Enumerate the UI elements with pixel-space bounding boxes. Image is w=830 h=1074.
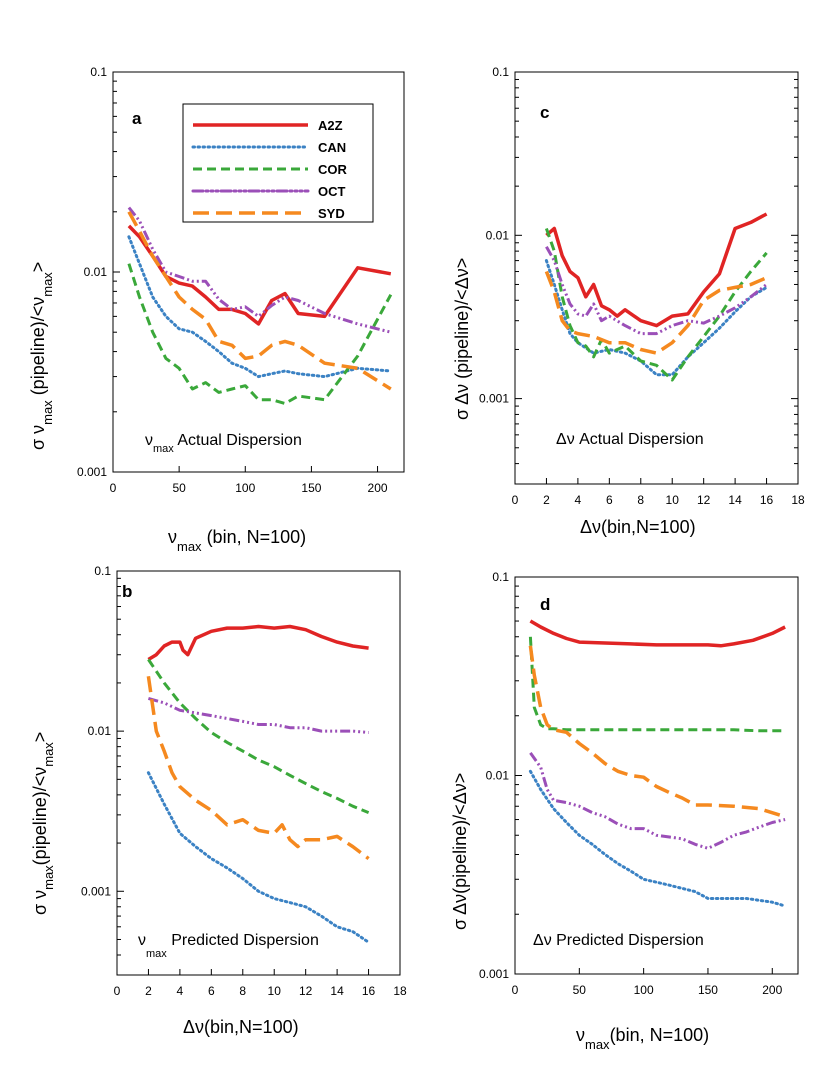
x-tick-label: 4 (177, 984, 184, 998)
panel-b-ticks: 0 2 4 6 8 10 12 14 16 18 0.001 0.01 0.1 (81, 564, 407, 998)
x-tick-label: 2 (543, 493, 550, 507)
x-tick-label: 0 (512, 493, 519, 507)
series-syd-line (127, 210, 392, 391)
panel-b-x-axis-label: Δν(bin,N=100) (183, 1017, 299, 1037)
y-tick-label: 0.1 (492, 570, 509, 584)
x-tick-label: 18 (791, 493, 805, 507)
panel-a-label: a (132, 109, 142, 128)
y-tick-label: 0.01 (88, 724, 112, 738)
x-tick-label: 200 (368, 481, 388, 495)
y-tick-label: 0.01 (84, 265, 108, 279)
x-tick-label: 8 (239, 984, 246, 998)
y-tick-label: 0.001 (81, 884, 111, 898)
x-tick-label: 10 (268, 984, 282, 998)
x-tick-label: 18 (393, 984, 407, 998)
series-syd-line (528, 645, 786, 819)
y-tick-label: 0.1 (492, 65, 509, 79)
panel-a-series (127, 206, 393, 405)
x-tick-label: 14 (330, 984, 344, 998)
x-tick-label: 200 (762, 983, 782, 997)
series-a2z-line (147, 624, 369, 661)
series-cor-line (147, 658, 370, 814)
x-tick-label: 100 (235, 481, 255, 495)
series-a2z-line (127, 224, 392, 326)
panel-a-annotation: νmax Actual Dispersion (145, 432, 302, 455)
x-tick-label: 12 (697, 493, 711, 507)
series-can-line (146, 771, 371, 944)
panel-c-label: c (540, 103, 549, 122)
panel-d-y-axis-label: σ Δν(pipeline)/<Δν> (450, 773, 470, 930)
legend-label-can: CAN (318, 140, 346, 155)
y-tick-label: 0.001 (77, 465, 107, 479)
panel-c-plot-frame (514, 71, 799, 485)
series-oct-line (545, 246, 768, 336)
panel-a-ticks: 0 50 100 150 200 0.001 0.01 0.1 (77, 65, 388, 495)
series-a2z-line (545, 212, 768, 328)
panel-d: 0 50 100 150 200 0.001 0.01 0.1 d Δν Predicted … (450, 570, 799, 1052)
series-cor-line (127, 263, 393, 405)
x-tick-label: 12 (299, 984, 313, 998)
x-tick-label: 150 (698, 983, 718, 997)
x-tick-label: 150 (301, 481, 321, 495)
panel-c-series (544, 212, 769, 382)
series-syd-line (146, 676, 370, 860)
panel-c-x-axis-label: Δν(bin,N=100) (580, 517, 696, 537)
y-tick-label: 0.1 (94, 564, 111, 578)
y-tick-label: 0.001 (479, 967, 509, 981)
series-cor-line (544, 228, 768, 382)
x-tick-label: 6 (606, 493, 613, 507)
x-tick-label: 10 (666, 493, 680, 507)
x-tick-label: 0 (114, 984, 121, 998)
panel-a: 0 50 100 150 200 0.001 0.01 0.1 a A2Z CAN COR O… (28, 65, 405, 554)
x-tick-label: 50 (172, 481, 186, 495)
x-tick-label: 16 (362, 984, 376, 998)
x-tick-label: 100 (634, 983, 654, 997)
panel-b: 0 2 4 6 8 10 12 14 16 18 0.001 0.01 0.1 b νmax Predi… (30, 564, 407, 1037)
panel-a-x-axis-label: νmax (bin, N=100) (168, 527, 306, 554)
series-can-line (127, 235, 393, 379)
x-tick-label: 50 (573, 983, 587, 997)
panel-c-ticks: 0 2 4 6 8 10 12 14 16 18 0.001 0.01 0.1 (479, 65, 805, 507)
x-tick-label: 4 (575, 493, 582, 507)
panel-b-y-axis-label: σ νmax(pipeline)/<νmax> (30, 732, 56, 915)
y-tick-label: 0.1 (90, 65, 107, 79)
panel-b-annotation: νmax Predicted Dispersion (138, 932, 319, 960)
x-tick-label: 0 (110, 481, 117, 495)
legend-label-a2z: A2Z (318, 118, 343, 133)
series-oct-line (147, 696, 369, 734)
panel-b-label: b (122, 582, 132, 601)
panel-a-y-axis-label: σ νmax (pipeline)/<νmax> (28, 262, 55, 450)
panel-b-plot-frame (116, 570, 401, 976)
y-tick-label: 0.001 (479, 392, 509, 406)
x-tick-label: 16 (760, 493, 774, 507)
x-tick-label: 8 (637, 493, 644, 507)
panel-d-label: d (540, 595, 550, 614)
series-oct-line (127, 206, 392, 334)
x-tick-label: 2 (145, 984, 152, 998)
legend-label-syd: SYD (318, 206, 345, 221)
panel-c-y-axis-label: σ Δν (pipeline)/<Δν> (452, 258, 472, 420)
series-can-line (528, 769, 787, 908)
panel-c: 0 2 4 6 8 10 12 14 16 18 0.001 0.01 0.1 c Δν Actual … (452, 65, 805, 537)
panel-d-annotation: Δν Predicted Dispersion (533, 932, 704, 949)
x-tick-label: 0 (512, 983, 519, 997)
panel-d-series (528, 619, 787, 908)
panel-b-series (146, 624, 371, 944)
legend-label-oct: OCT (318, 184, 346, 199)
x-tick-label: 14 (728, 493, 742, 507)
legend: A2Z CAN COR OCT SYD (182, 103, 374, 223)
series-cor-line (528, 636, 786, 733)
series-syd-line (544, 270, 768, 355)
panel-d-ticks: 0 50 100 150 200 0.001 0.01 0.1 (479, 570, 783, 997)
series-a2z-line (529, 619, 786, 648)
panel-c-annotation: Δν Actual Dispersion (556, 431, 704, 448)
series-oct-line (529, 752, 786, 850)
y-tick-label: 0.01 (486, 769, 510, 783)
legend-label-cor: COR (318, 162, 348, 177)
panel-d-x-axis-label: νmax(bin, N=100) (576, 1025, 709, 1052)
x-tick-label: 6 (208, 984, 215, 998)
y-tick-label: 0.01 (486, 228, 510, 242)
